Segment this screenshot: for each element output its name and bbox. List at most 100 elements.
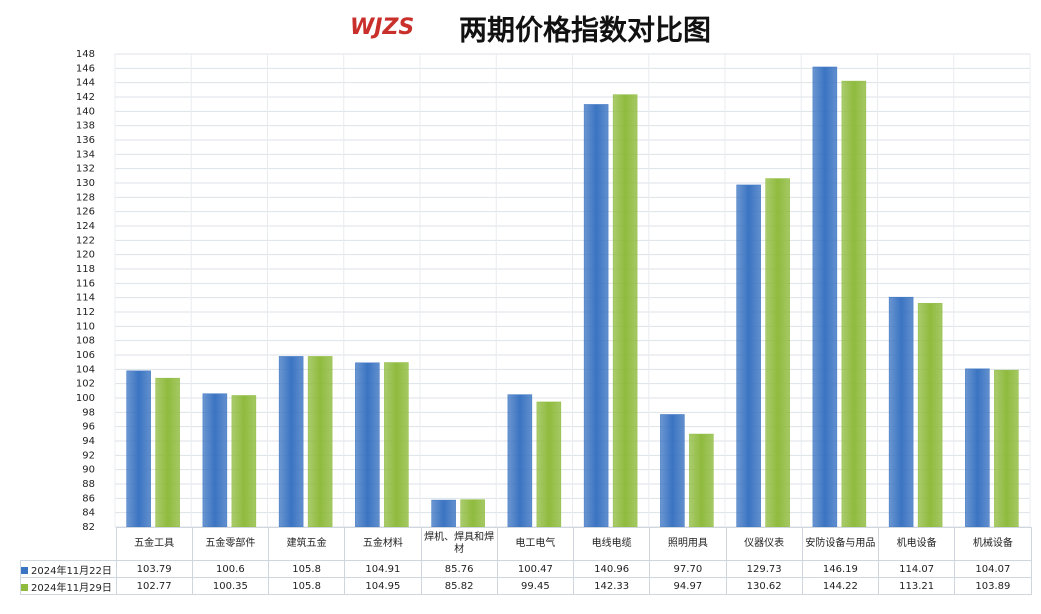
data-label: 97.70	[649, 560, 727, 578]
legend-entry: 2024年11月29日	[20, 577, 117, 595]
data-label: 105.8	[267, 577, 346, 595]
bar	[202, 393, 228, 528]
y-tick-label: 114	[76, 293, 95, 304]
data-label: 104.07	[954, 560, 1032, 578]
y-tick-label: 110	[76, 321, 95, 332]
data-label: 103.89	[954, 577, 1032, 595]
y-tick-label: 104	[76, 364, 95, 375]
y-tick-label: 106	[76, 350, 95, 361]
data-label: 146.19	[801, 560, 880, 578]
data-label: 85.76	[420, 560, 498, 578]
table-header-row: 五金工具 五金零部件 建筑五金 五金材料 焊机、焊具和焊材 电工电气 电线电缆 照明用具 仪器仪…	[21, 527, 1032, 561]
bar	[231, 395, 257, 528]
y-tick-label: 98	[82, 407, 95, 418]
bar	[917, 303, 943, 528]
y-tick-label: 126	[76, 207, 95, 218]
y-tick-label: 124	[76, 221, 95, 232]
bar	[278, 356, 304, 528]
y-tick-label: 140	[76, 106, 95, 117]
y-tick-label: 102	[76, 379, 95, 390]
data-label: 140.96	[572, 560, 651, 578]
table-row: 2024年11月29日 102.77 100.35 105.8 104.95 85.82 9…	[20, 577, 1032, 595]
bar	[536, 401, 562, 528]
y-tick-label: 130	[76, 178, 95, 189]
y-tick-label: 148	[76, 49, 95, 60]
y-tick-label: 116	[76, 278, 95, 289]
x-tick-label: 机电设备	[877, 527, 956, 561]
bar	[307, 356, 333, 528]
y-tick-label: 92	[82, 450, 95, 461]
y-tick-label: 138	[76, 121, 95, 132]
y-tick-label: 112	[76, 307, 95, 318]
y-tick-label: 146	[76, 63, 95, 74]
y-tick-label: 86	[82, 493, 95, 504]
logo: WJZS	[350, 15, 414, 40]
y-tick-label: 122	[76, 235, 95, 246]
y-tick-label: 84	[82, 508, 95, 519]
x-tick-label: 照明用具	[649, 527, 727, 561]
data-label: 114.07	[877, 560, 956, 578]
y-tick-label: 128	[76, 192, 95, 203]
x-tick-label: 建筑五金	[267, 527, 346, 561]
y-tick-label: 108	[76, 336, 95, 347]
x-tick-label: 电线电缆	[572, 527, 651, 561]
bar	[612, 94, 638, 528]
data-label: 142.33	[572, 577, 651, 595]
x-tick-label: 仪器仪表	[725, 527, 803, 561]
y-tick-label: 118	[76, 264, 95, 275]
data-label: 100.35	[191, 577, 270, 595]
bar	[765, 178, 790, 528]
x-tick-label: 五金材料	[344, 527, 422, 561]
bar	[841, 80, 867, 528]
bar	[994, 369, 1019, 528]
x-tick-label: 安防设备与用品	[801, 527, 880, 561]
data-label: 85.82	[420, 577, 498, 595]
y-tick-label: 132	[76, 164, 95, 175]
bar	[155, 377, 180, 528]
y-tick-label: 136	[76, 135, 95, 146]
legend-label: 2024年11月29日	[31, 582, 112, 594]
data-label: 100.6	[191, 560, 270, 578]
bar	[384, 362, 409, 528]
y-tick-label: 94	[82, 436, 95, 447]
y-tick-label: 90	[82, 465, 95, 476]
bar	[736, 184, 761, 528]
table-corner	[21, 528, 117, 561]
x-tick-label: 机械设备	[954, 527, 1032, 561]
bar	[431, 499, 456, 528]
y-tick-label: 134	[76, 149, 95, 160]
y-tick-label: 142	[76, 92, 95, 103]
data-label: 103.79	[115, 560, 193, 578]
bar	[660, 414, 685, 528]
data-label: 94.97	[649, 577, 727, 595]
data-label: 129.73	[725, 560, 803, 578]
data-label: 102.77	[115, 577, 193, 595]
legend-swatch	[21, 566, 28, 574]
data-label: 113.21	[877, 577, 956, 595]
bar	[689, 433, 714, 528]
bar	[355, 362, 380, 528]
x-tick-label: 五金零部件	[191, 527, 270, 561]
bar	[126, 370, 151, 528]
chart-title: 两期价格指数对比图	[459, 14, 711, 47]
data-label: 100.47	[496, 560, 575, 578]
bar	[507, 394, 533, 528]
x-tick-label: 五金工具	[115, 527, 193, 561]
bar	[583, 104, 609, 528]
data-label: 130.62	[725, 577, 803, 595]
bar	[888, 296, 914, 528]
data-label: 104.95	[344, 577, 422, 595]
bar	[460, 499, 485, 528]
bar	[965, 368, 990, 528]
y-tick-label: 82	[82, 522, 95, 533]
data-label: 144.22	[801, 577, 880, 595]
y-tick-label: 120	[76, 250, 95, 261]
data-label: 104.91	[344, 560, 422, 578]
data-table: 五金工具 五金零部件 建筑五金 五金材料 焊机、焊具和焊材 电工电气 电线电缆 照明用具 仪器仪…	[20, 527, 1032, 595]
y-tick-label: 144	[76, 78, 95, 89]
x-tick-label: 电工电气	[496, 527, 575, 561]
y-tick-label: 100	[76, 393, 95, 404]
x-tick-label: 焊机、焊具和焊材	[420, 527, 498, 561]
